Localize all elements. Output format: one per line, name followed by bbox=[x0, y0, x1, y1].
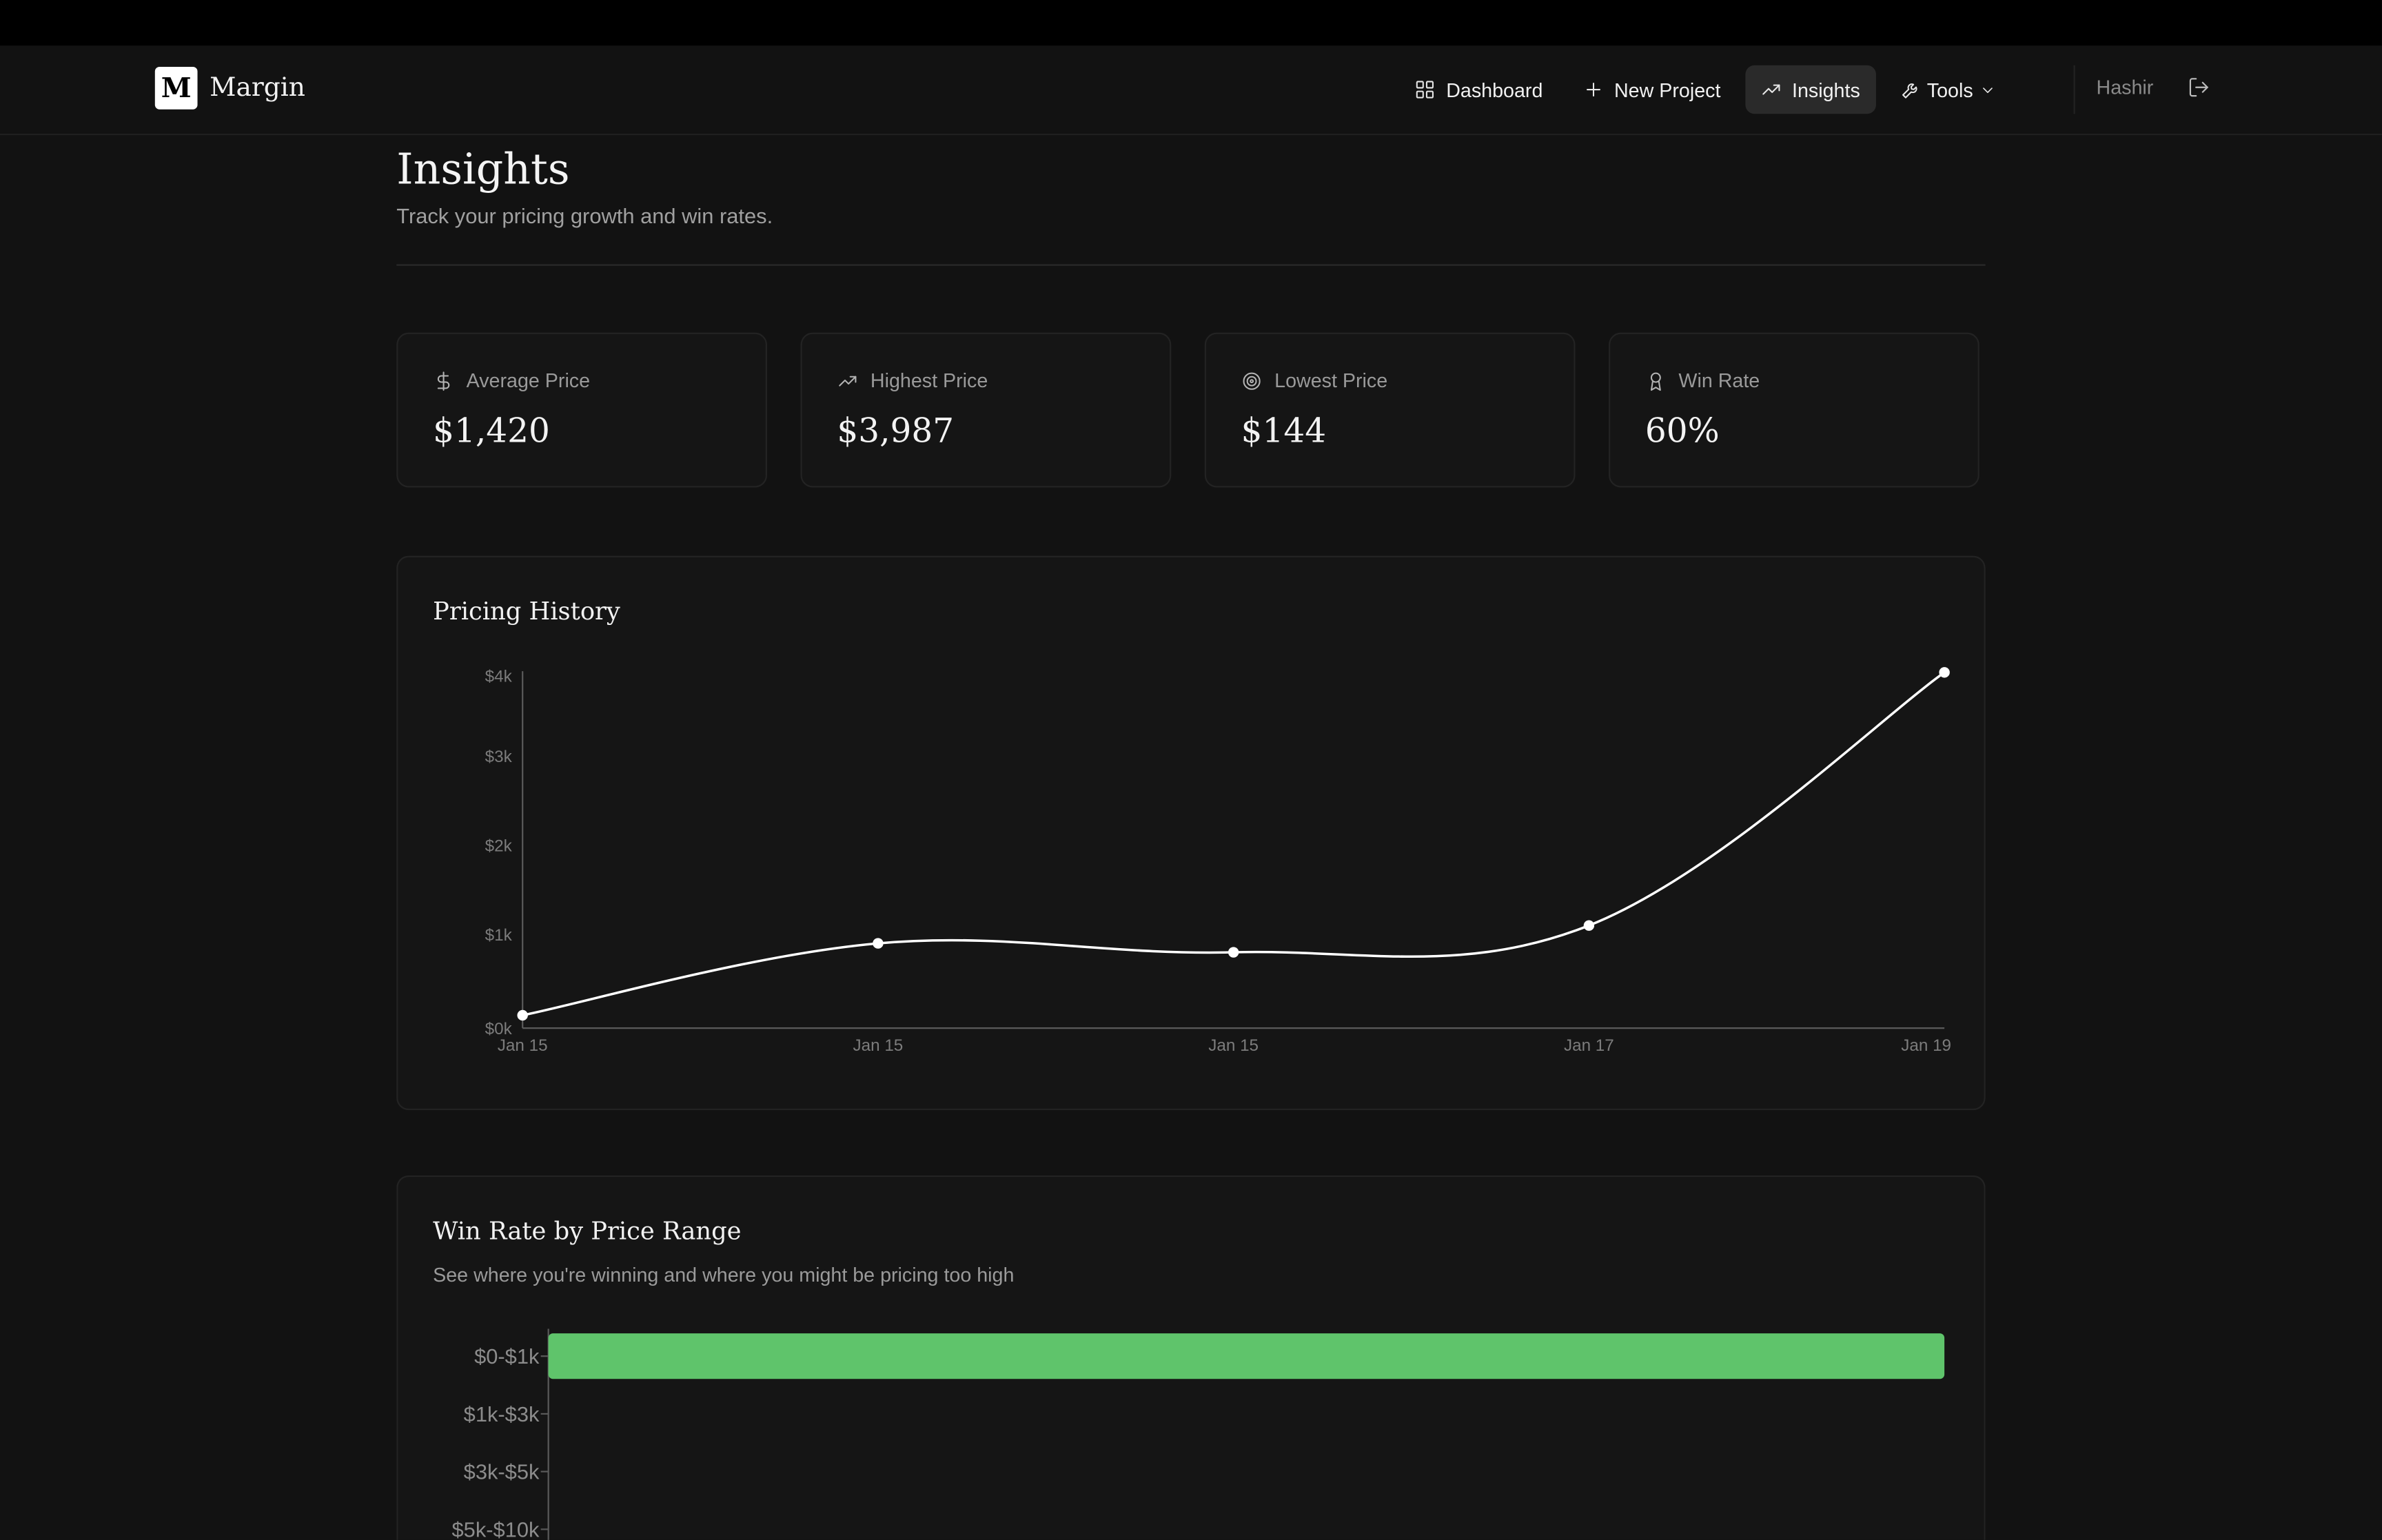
stat-value: $1,420 bbox=[433, 413, 550, 451]
chevron-down-icon bbox=[1982, 87, 1993, 92]
user-name: Hashir bbox=[2096, 76, 2154, 99]
pricing-series-line bbox=[522, 671, 1946, 1017]
stat-card-highest-price: Highest Price $3,987 bbox=[800, 332, 1172, 488]
y-tick-label: $4k bbox=[485, 668, 513, 686]
data-point[interactable] bbox=[1583, 920, 1595, 931]
stat-card-win-rate: Win Rate 60% bbox=[1609, 332, 1979, 488]
header-divider bbox=[396, 264, 1986, 266]
x-tick-label: Jan 15 bbox=[498, 1036, 548, 1055]
category-label: $5k-$10k bbox=[452, 1517, 540, 1539]
x-tick-label: Jan 15 bbox=[1208, 1036, 1259, 1055]
top-nav-bar: M Margin Dashboard New Project Insights … bbox=[0, 45, 2382, 136]
logout-icon bbox=[2189, 78, 2208, 97]
nav-insights[interactable]: Insights bbox=[1744, 65, 1875, 114]
logo-icon: M bbox=[154, 66, 198, 110]
plus-icon bbox=[1586, 83, 1600, 97]
category-label: $0-$1k bbox=[474, 1344, 540, 1368]
y-tick-label: $2k bbox=[485, 836, 513, 855]
stat-value: $144 bbox=[1241, 413, 1327, 451]
stat-label: Win Rate bbox=[1678, 369, 1760, 392]
page-subtitle: Track your pricing growth and win rates. bbox=[396, 203, 773, 228]
main-nav: Dashboard New Project Insights Tools bbox=[1399, 65, 2011, 114]
dashboard-icon bbox=[1416, 81, 1434, 99]
y-tick-label: $0k bbox=[485, 1020, 513, 1038]
data-point[interactable] bbox=[1939, 667, 1950, 678]
data-point[interactable] bbox=[1228, 947, 1239, 958]
stat-label-row: Average Price bbox=[433, 369, 590, 392]
category-label: $3k-$5k bbox=[464, 1460, 540, 1484]
x-tick-label: Jan 15 bbox=[853, 1036, 904, 1055]
win-rate-bar[interactable] bbox=[548, 1333, 1945, 1379]
nav-dashboard-label: Dashboard bbox=[1446, 78, 1543, 101]
pricing-history-card: Pricing History $0k $1k $2k $3k $4k Jan 15 Jan… bbox=[396, 555, 1986, 1111]
win-rate-title: Win Rate by Price Range bbox=[433, 1216, 742, 1246]
stat-label: Average Price bbox=[466, 369, 591, 392]
nav-new-project[interactable]: New Project bbox=[1567, 65, 1736, 114]
logout-button[interactable] bbox=[2188, 76, 2210, 106]
category-label: $1k-$3k bbox=[464, 1402, 540, 1426]
stats-row: Average Price $1,420 Highest Price $3,98… bbox=[396, 332, 1985, 488]
stat-label-row: Win Rate bbox=[1645, 369, 1760, 392]
nav-divider bbox=[2073, 65, 2075, 114]
browser-top-strip bbox=[0, 0, 2382, 46]
y-tick-label: $1k bbox=[485, 926, 513, 945]
pricing-history-chart: $0k $1k $2k $3k $4k Jan 15 Jan 15 Jan 15 Jan 17 J… bbox=[485, 667, 1951, 1055]
nav-new-project-label: New Project bbox=[1614, 78, 1721, 101]
stat-label-row: Lowest Price bbox=[1241, 369, 1388, 392]
nav-tools[interactable]: Tools bbox=[1884, 65, 2011, 114]
win-rate-chart: $0-$1k $1k-$3k $3k-$5k $5k-$10k bbox=[452, 1328, 1945, 1540]
y-tick-label: $3k bbox=[485, 748, 513, 766]
dollar-icon bbox=[437, 371, 450, 390]
nav-tools-label: Tools bbox=[1926, 78, 1973, 101]
page-title: Insights bbox=[396, 144, 570, 195]
nav-insights-label: Insights bbox=[1792, 78, 1860, 101]
stat-label: Highest Price bbox=[870, 369, 988, 392]
data-point[interactable] bbox=[517, 1009, 528, 1021]
award-icon bbox=[1650, 371, 1661, 390]
win-rate-card: Win Rate by Price Range See where you're… bbox=[396, 1175, 1986, 1540]
pricing-history-title: Pricing History bbox=[433, 597, 620, 626]
stat-card-lowest-price: Lowest Price $144 bbox=[1204, 332, 1576, 488]
brand[interactable]: M Margin bbox=[154, 66, 305, 110]
wrench-icon bbox=[1901, 83, 1917, 99]
stat-value: 60% bbox=[1645, 413, 1720, 451]
target-icon bbox=[1243, 371, 1261, 389]
stat-value: $3,987 bbox=[837, 413, 955, 451]
data-point[interactable] bbox=[873, 938, 884, 949]
stat-card-average-price: Average Price $1,420 bbox=[396, 332, 768, 488]
app-name: Margin bbox=[210, 72, 305, 103]
win-rate-subtitle: See where you're winning and where you m… bbox=[433, 1263, 1015, 1286]
x-tick-label: Jan 19 bbox=[1901, 1036, 1951, 1055]
trending-up-icon bbox=[1762, 84, 1780, 95]
trending-up-icon bbox=[839, 375, 857, 386]
x-tick-label: Jan 17 bbox=[1564, 1036, 1614, 1055]
stat-label-row: Highest Price bbox=[837, 369, 988, 392]
nav-dashboard[interactable]: Dashboard bbox=[1399, 65, 1558, 114]
stat-label: Lowest Price bbox=[1274, 369, 1388, 392]
